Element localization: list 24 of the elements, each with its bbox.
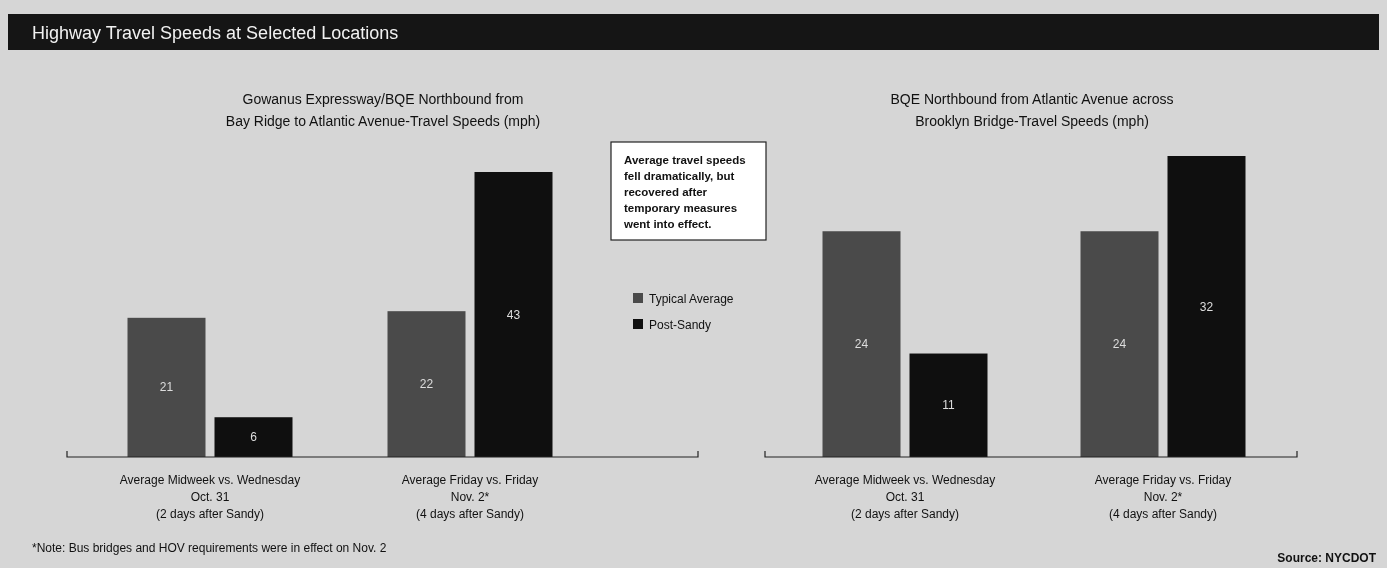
x-tick-label: Average Friday vs. Friday Nov. 2* (4 days after Sandy) — [1094, 473, 1232, 521]
bar — [387, 311, 466, 457]
chart-title: Highway Travel Speeds at Selected Locations — [32, 23, 399, 43]
data-label: 6 — [250, 430, 258, 445]
data-label: 24 — [1112, 337, 1127, 352]
chart-subtitle: Gowanus Expressway/BQE Northbound from Bay Ridge to Atlantic Avenue-Travel Speeds (mph) — [225, 91, 541, 129]
data-label: 24 — [854, 337, 869, 352]
annotation: Average travel speeds fell dramatically, but recovered after temporary measures went into effect. — [623, 154, 746, 230]
source-note: Source: NYCDOT — [1277, 551, 1377, 565]
legend-label: Typical Average — [649, 292, 734, 306]
bar — [127, 317, 206, 457]
data-label: 32 — [1199, 299, 1214, 314]
bar — [214, 417, 293, 457]
bar — [474, 172, 553, 457]
data-label: 11 — [942, 398, 956, 413]
chart-title: BQE Northbound from Atlantic Avenue across Brooklyn Bridge-Travel Speeds (mph) — [890, 91, 1174, 129]
data-label: 22 — [419, 377, 434, 392]
text: *Note: Bus bridges and HOV requirements were in effect on Nov. 2 — [32, 541, 387, 555]
x-tick-label: Average Midweek vs. Wednesday Oct. 31 (2 days after Sandy) — [814, 473, 996, 521]
data-label: 21 — [159, 380, 174, 395]
x-tick-label: Average Midweek vs. Wednesday Oct. 31 (2 days after Sandy) — [119, 473, 301, 521]
legend-label: Post-Sandy — [649, 318, 712, 332]
x-tick-label: Average Friday vs. Friday Nov. 2* (4 days after Sandy) — [401, 473, 539, 521]
data-label: 43 — [506, 307, 521, 322]
